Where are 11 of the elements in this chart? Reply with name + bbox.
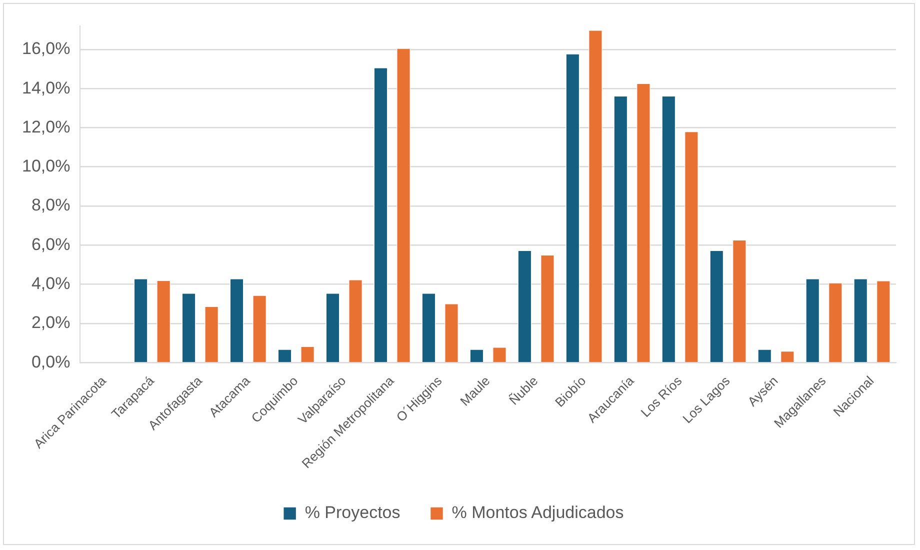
- y-tick-label: 4,0%: [31, 274, 70, 293]
- y-tick-label: 0,0%: [31, 352, 70, 372]
- y-tick-label: 12,0%: [22, 117, 70, 136]
- legend-label: % Proyectos: [304, 503, 400, 522]
- y-tick-label: 14,0%: [22, 78, 70, 98]
- y-tick-label: 8,0%: [31, 196, 70, 215]
- legend-label: % Montos Adjudicados: [452, 503, 624, 522]
- y-tick-label: 10,0%: [22, 156, 70, 176]
- y-tick-label: 16,0%: [22, 39, 70, 58]
- y-tick-label: 6,0%: [31, 234, 70, 254]
- y-tick-label: 2,0%: [31, 313, 70, 332]
